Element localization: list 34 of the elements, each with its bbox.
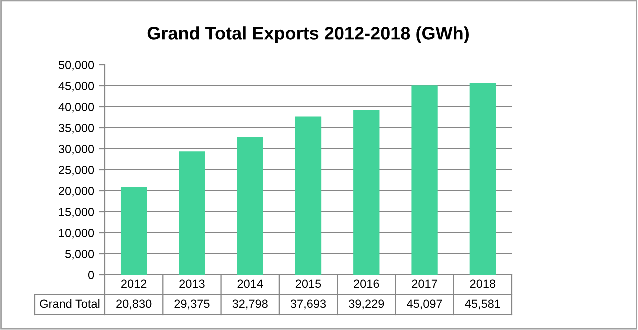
- x-tick-label: 2012: [122, 280, 147, 288]
- chart-title: Grand Total Exports 2012-2018 (GWh): [148, 26, 469, 44]
- data-label: 45,097: [407, 300, 442, 310]
- x-tick-label: 2017: [412, 280, 438, 288]
- data-label: 37,693: [290, 300, 326, 310]
- x-tick-label: 2016: [354, 280, 380, 288]
- y-tick-label: 30,000: [58, 145, 94, 155]
- x-tick-label: 2014: [238, 280, 264, 288]
- data-label: 45,581: [465, 300, 500, 310]
- x-tick-label: 2018: [470, 280, 496, 288]
- y-tick-label: 15,000: [59, 208, 94, 218]
- y-tick-label: 25,000: [59, 166, 94, 176]
- data-label: 32,798: [232, 300, 268, 310]
- bar: [412, 86, 438, 275]
- y-tick-label: 35,000: [58, 124, 94, 134]
- y-tick-label: 45,000: [58, 82, 94, 92]
- text: Grand Total: [40, 299, 100, 308]
- bar: [237, 137, 264, 275]
- y-tick-label: 20,000: [59, 187, 94, 197]
- data-label: 39,229: [349, 300, 384, 310]
- y-tick-label: 50,000: [58, 61, 94, 71]
- y-tick-label: 0: [88, 271, 94, 280]
- bar: [295, 116, 322, 275]
- data-label: 29,375: [174, 300, 210, 310]
- x-tick-label: 2013: [180, 280, 205, 288]
- bar: [179, 152, 206, 275]
- y-tick-label: 5,000: [66, 250, 94, 260]
- x-tick-label: 2015: [296, 280, 322, 288]
- y-tick-label: 40,000: [58, 103, 94, 113]
- bar: [354, 110, 380, 275]
- bar: [470, 84, 496, 275]
- y-tick-label: 10,000: [59, 229, 94, 239]
- bar: [120, 188, 148, 275]
- data-label: 20,830: [116, 300, 152, 310]
